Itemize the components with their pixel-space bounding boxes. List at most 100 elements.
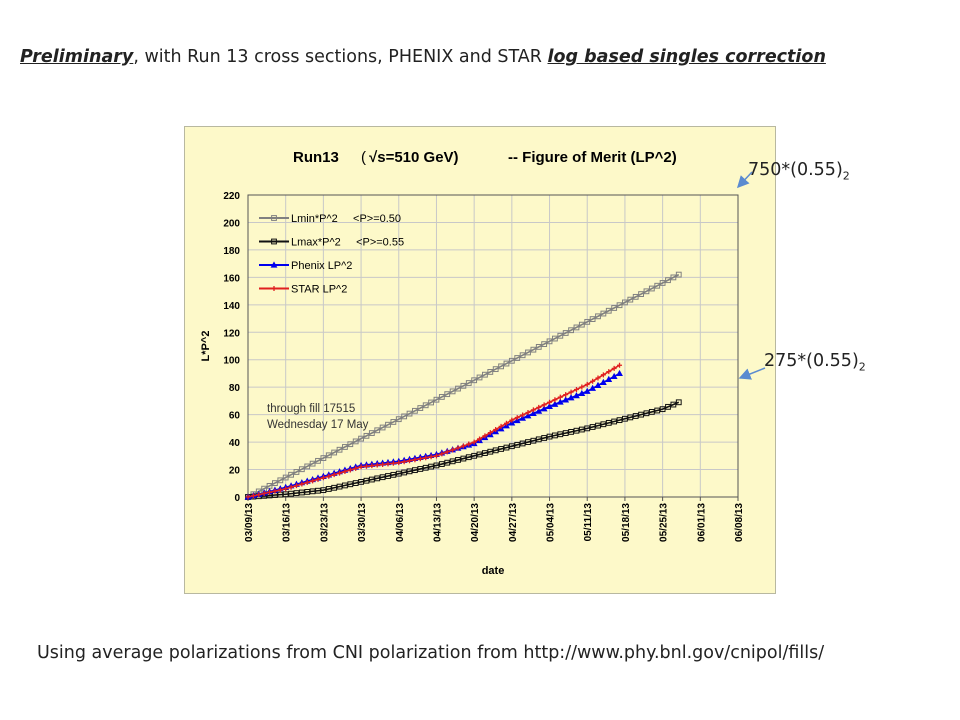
data-point xyxy=(401,469,408,476)
series-line xyxy=(247,401,680,498)
data-point xyxy=(422,464,429,471)
data-point xyxy=(417,405,424,411)
data-point xyxy=(535,343,542,350)
plot-frame xyxy=(247,194,739,498)
data-point xyxy=(325,452,332,459)
series-line xyxy=(247,273,680,498)
data-point xyxy=(622,299,628,306)
data-point xyxy=(374,462,380,468)
legend-entry: Lmin*P^2 <P>=0.50 xyxy=(259,213,401,225)
data-point xyxy=(568,428,574,435)
data-point xyxy=(638,411,644,418)
data-point xyxy=(363,432,370,439)
data-point xyxy=(482,371,488,378)
data-point xyxy=(358,435,364,442)
header-preliminary: Preliminary xyxy=(20,47,134,67)
data-point xyxy=(331,472,337,478)
x-tick-label: 03/23/13 xyxy=(319,503,330,542)
data-point xyxy=(439,451,445,457)
data-point xyxy=(395,470,402,477)
data-point xyxy=(412,467,418,474)
data-point xyxy=(342,482,348,489)
data-point xyxy=(562,430,569,436)
data-point xyxy=(293,490,300,496)
data-point xyxy=(315,457,321,464)
data-point xyxy=(298,489,305,496)
data-point xyxy=(417,466,424,472)
data-point xyxy=(562,396,570,403)
data-point xyxy=(610,372,618,380)
data-point xyxy=(643,410,650,417)
data-point xyxy=(385,473,391,479)
data-point xyxy=(605,375,613,383)
data-point xyxy=(600,421,607,428)
data-point xyxy=(492,447,499,454)
data-point xyxy=(562,330,569,336)
data-point xyxy=(353,465,359,471)
data-point xyxy=(352,480,359,486)
data-point xyxy=(627,296,634,303)
data-point xyxy=(599,378,607,385)
data-point xyxy=(390,460,396,466)
data-point xyxy=(293,483,299,489)
y-axis-label: L*P^2 xyxy=(200,331,212,362)
y-tick-label: 80 xyxy=(229,383,241,394)
data-point xyxy=(450,447,456,453)
data-point xyxy=(270,261,278,268)
y-tick-label: 220 xyxy=(223,191,240,202)
data-point xyxy=(503,360,510,367)
legend: Lmin*P^2 <P>=0.50 Lmax*P^2 <P>=0.55 Phenix… xyxy=(259,213,404,296)
y-tick-label: 160 xyxy=(223,273,240,284)
data-point xyxy=(638,291,644,297)
data-point xyxy=(627,414,634,421)
y-tick-label: 60 xyxy=(229,411,241,422)
data-point xyxy=(433,453,439,459)
data-point xyxy=(573,324,580,331)
data-point xyxy=(396,460,402,466)
data-point xyxy=(277,477,284,484)
data-point xyxy=(358,479,364,485)
x-tick-label: 03/16/13 xyxy=(282,503,293,542)
y-tick-label: 100 xyxy=(223,356,240,367)
data-point xyxy=(546,402,553,409)
data-point xyxy=(444,449,450,455)
data-point xyxy=(573,387,579,393)
data-point xyxy=(288,484,294,490)
data-point xyxy=(245,494,251,500)
annotation-line-1: through fill 17515 xyxy=(267,403,355,415)
series-2 xyxy=(244,369,623,500)
data-point xyxy=(379,424,386,431)
data-point xyxy=(272,480,278,487)
data-point xyxy=(320,475,326,481)
data-point xyxy=(654,282,661,289)
data-point xyxy=(358,464,364,470)
data-point xyxy=(530,346,537,353)
data-point xyxy=(557,394,563,400)
data-point xyxy=(385,421,391,428)
x-tick-label: 04/20/13 xyxy=(470,503,481,542)
data-point xyxy=(315,476,321,482)
data-point xyxy=(589,424,596,430)
data-point xyxy=(433,462,440,469)
data-point xyxy=(298,466,305,473)
data-point xyxy=(611,305,618,311)
legend-label: Lmin*P^2 <P>=0.50 xyxy=(291,213,401,225)
callout-upper: 750*(0.55)2 xyxy=(748,160,850,183)
data-point xyxy=(632,293,639,300)
data-point xyxy=(617,362,623,368)
data-point xyxy=(557,431,564,438)
data-point xyxy=(519,440,526,447)
data-point xyxy=(509,417,515,423)
data-point xyxy=(648,408,655,415)
header-middle: , with Run 13 cross sections, PHENIX and… xyxy=(133,47,548,67)
data-point xyxy=(535,407,543,414)
x-tick-label: 04/13/13 xyxy=(432,503,443,542)
data-point xyxy=(374,427,381,434)
callout-lower-exp: 2 xyxy=(858,360,866,374)
data-point xyxy=(271,286,277,291)
chart-title-fom: -- Figure of Merit (LP^2) xyxy=(508,149,677,166)
data-point xyxy=(600,310,607,317)
data-point xyxy=(665,277,671,284)
data-point xyxy=(670,401,677,408)
legend-label: Phenix LP^2 xyxy=(291,260,352,272)
